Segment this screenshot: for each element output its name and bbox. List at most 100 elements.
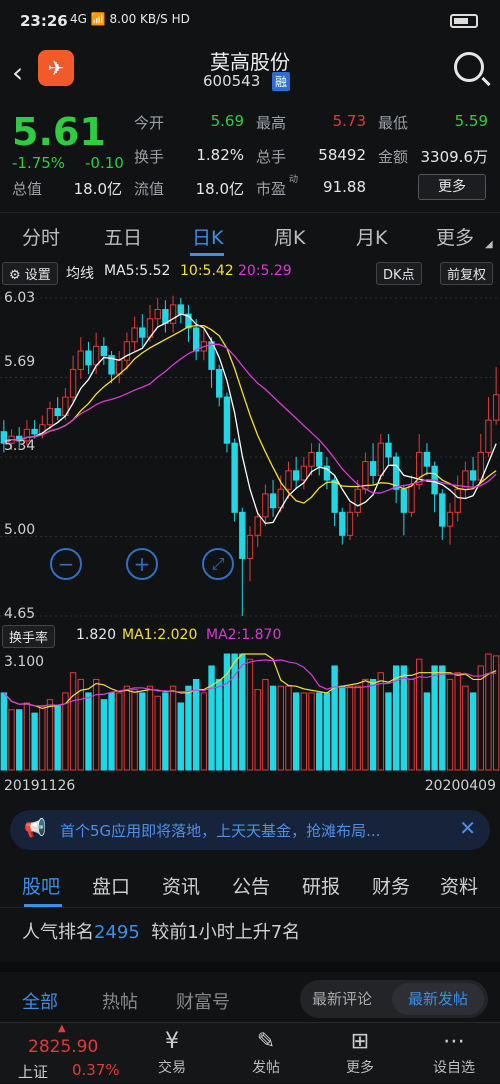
candle-body <box>39 424 46 435</box>
chevron-left-icon[interactable]: ‹ <box>12 56 24 89</box>
candle-body <box>246 534 254 559</box>
turnover-bar <box>316 692 323 771</box>
more-button[interactable]: ⊞ 更多 <box>320 1027 400 1077</box>
turnover-bar <box>469 692 477 771</box>
turnover-ma1-line <box>3 653 497 710</box>
candle-body <box>469 470 477 481</box>
total-value: 18.0亿 <box>73 180 122 198</box>
candle-body <box>285 470 292 490</box>
float-value-label: 流值 <box>134 180 165 198</box>
turnover-bar <box>39 705 46 771</box>
candle-body <box>54 408 61 417</box>
index-ticker[interactable]: ▲ 2825.90 上证 0.37% <box>0 1023 124 1084</box>
zoom-out-button[interactable]: − <box>50 548 82 580</box>
turnover-svg <box>0 653 500 771</box>
pe-dynamic-sup: 动 <box>289 175 299 185</box>
tab-fortune[interactable]: 财富号 <box>176 992 230 1013</box>
more-label: 更多 <box>346 1060 374 1076</box>
change-amount: -0.10 <box>85 154 124 172</box>
kline-svg <box>0 295 500 617</box>
tab-daily-k[interactable]: 日K <box>192 227 224 249</box>
adjust-price-button[interactable]: 前复权 <box>440 262 494 285</box>
zoom-in-button[interactable]: + <box>126 548 158 580</box>
kline-chart[interactable]: 6.03 5.69 5.34 5.00 4.65 − + ⤢ <box>0 286 500 624</box>
stock-code: 600543 <box>203 72 261 90</box>
turnover-bar <box>423 692 431 771</box>
tab-five-day[interactable]: 五日 <box>104 227 143 249</box>
indicator-bar: 换手率 1.820 MA1:2.020 MA2:1.870 <box>0 624 500 650</box>
turnover-indicator-button[interactable]: 换手率 <box>2 625 56 648</box>
turnover-bar <box>62 692 69 771</box>
tab-news[interactable]: 资讯 <box>162 876 201 898</box>
dk-point-button[interactable]: DK点 <box>376 262 422 285</box>
turnover-bar <box>462 685 469 771</box>
promo-banner[interactable]: 📢 首个5G应用即将落地，上天天基金，抢滩布局... ✕ <box>10 810 490 850</box>
stock-header: ‹ ✈ 莫高股份 600543 融 <box>0 44 500 100</box>
candle-body <box>400 488 408 513</box>
turnover-bar <box>185 685 192 771</box>
add-watchlist-button[interactable]: ⋯ 设自选 <box>414 1027 494 1077</box>
amount-label: 金额 <box>378 148 409 166</box>
latest-post-option[interactable]: 最新发帖 <box>392 983 484 1015</box>
tab-guba[interactable]: 股吧 <box>22 876 61 898</box>
trade-button[interactable]: ¥ 交易 <box>132 1027 212 1077</box>
open-label: 今开 <box>134 114 165 132</box>
turnover-bar <box>192 678 200 771</box>
turnover-bar <box>300 692 308 771</box>
index-percent: 0.37% <box>72 1061 120 1079</box>
candle-body <box>416 451 423 486</box>
triangle-down-icon: ◢ <box>485 239 493 250</box>
candle-body <box>439 493 446 527</box>
low-label: 最低 <box>378 114 409 132</box>
post-button[interactable]: ✎ 发帖 <box>226 1027 306 1077</box>
turnover-bar <box>339 685 346 771</box>
date-axis: 20191126 20200409 <box>0 778 500 798</box>
candle-body <box>169 304 177 324</box>
rank-number: 2495 <box>94 922 140 943</box>
turnover-bar <box>77 678 84 771</box>
low-value: 5.59 <box>454 112 488 130</box>
change-percent: -1.75% <box>12 154 66 172</box>
tab-monthly-k[interactable]: 月K <box>356 227 388 249</box>
more-quote-button[interactable]: 更多 <box>418 174 486 200</box>
tab-weekly-k[interactable]: 周K <box>274 227 306 249</box>
turnover-chart[interactable]: 3.100 <box>0 650 500 774</box>
turnover-bar <box>492 655 500 771</box>
candle-body <box>339 511 346 536</box>
search-icon[interactable] <box>454 52 484 82</box>
candle-body <box>239 511 246 559</box>
settings-button[interactable]: ⚙ 设置 <box>2 262 58 285</box>
candle-body <box>77 350 84 370</box>
volume-label: 总手 <box>256 148 287 166</box>
tab-profile[interactable]: 资料 <box>440 876 479 898</box>
candle-body <box>31 428 38 435</box>
indicator-value: 1.820 <box>76 627 117 643</box>
tab-finance[interactable]: 财务 <box>372 876 411 898</box>
turnover-bar <box>154 695 161 771</box>
tab-all[interactable]: 全部 <box>22 992 58 1013</box>
fullscreen-icon[interactable]: ⤢ <box>202 548 234 580</box>
tab-intraday[interactable]: 分时 <box>22 227 61 249</box>
indicator-ma1: MA1:2.020 <box>122 627 198 643</box>
close-icon[interactable]: ✕ <box>459 816 476 840</box>
candle-body <box>408 484 415 513</box>
turnover-axis-label: 3.100 <box>4 654 45 670</box>
candle-body <box>346 511 354 536</box>
turnover-bar <box>254 689 261 771</box>
turnover-bar <box>269 685 277 771</box>
candle-body <box>262 493 269 518</box>
tab-more[interactable]: 更多 <box>436 227 475 249</box>
tab-pankou[interactable]: 盘口 <box>92 876 131 898</box>
candle-body <box>85 350 92 366</box>
latest-comment-option[interactable]: 最新评论 <box>312 990 373 1008</box>
tab-hot[interactable]: 热帖 <box>102 992 138 1013</box>
turnover-bar <box>292 692 300 771</box>
tab-research[interactable]: 研报 <box>302 876 341 898</box>
turnover-bar <box>54 705 61 771</box>
candle-body <box>92 345 100 366</box>
candle-body <box>216 368 223 398</box>
edit-icon: ✎ <box>256 1029 276 1054</box>
tab-announcement[interactable]: 公告 <box>232 876 271 898</box>
index-value: 2825.90 <box>28 1037 99 1057</box>
turnover-bar <box>477 665 484 771</box>
